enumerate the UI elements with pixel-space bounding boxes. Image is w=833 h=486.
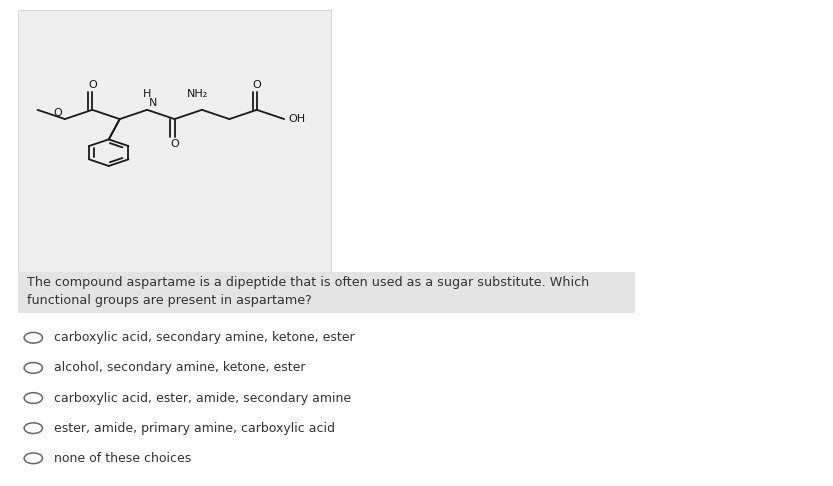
Text: alcohol, secondary amine, ketone, ester: alcohol, secondary amine, ketone, ester [54, 362, 306, 374]
Text: ester, amide, primary amine, carboxylic acid: ester, amide, primary amine, carboxylic … [54, 422, 335, 434]
Text: none of these choices: none of these choices [54, 452, 192, 465]
Text: OH: OH [288, 114, 306, 124]
Text: N: N [149, 98, 157, 108]
Text: O: O [88, 80, 97, 90]
Text: carboxylic acid, secondary amine, ketone, ester: carboxylic acid, secondary amine, ketone… [54, 331, 355, 344]
Text: The compound aspartame is a dipeptide that is often used as a sugar substitute. : The compound aspartame is a dipeptide th… [27, 276, 590, 307]
Text: carboxylic acid, ester, amide, secondary amine: carboxylic acid, ester, amide, secondary… [54, 392, 352, 404]
Text: H: H [143, 89, 152, 99]
Text: NH₂: NH₂ [187, 89, 208, 99]
Text: O: O [170, 139, 179, 149]
FancyBboxPatch shape [18, 10, 331, 275]
Text: O: O [53, 107, 62, 118]
FancyBboxPatch shape [18, 272, 635, 313]
Text: O: O [252, 80, 262, 90]
